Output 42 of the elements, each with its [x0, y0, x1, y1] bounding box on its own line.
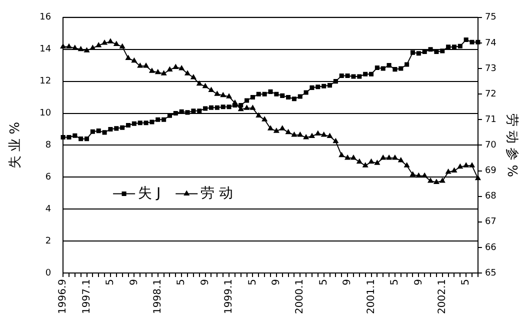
x-tick-label: 1996.9 — [58, 279, 69, 314]
y2-tick-label: 70 — [484, 140, 497, 151]
x-tick-label: 2002.1 — [436, 279, 448, 314]
y-axis-title: 失 业 % — [8, 122, 24, 169]
x-tick-label: 2000.1 — [294, 279, 306, 314]
y2-tick-label: 72 — [484, 89, 496, 100]
x-tick-label: 5 — [176, 279, 188, 286]
y-tick-label: 6 — [45, 172, 52, 182]
x-tick-label: 1997.1 — [81, 279, 92, 314]
x-tick-label: 5 — [247, 279, 258, 286]
x-tick-label: 9 — [200, 279, 211, 286]
y2-tick-label: 65 — [484, 268, 496, 278]
y-tick-label: 16 — [40, 12, 52, 23]
y-tick-label: 4 — [45, 204, 52, 214]
y2-axis-title: 劳 动 参 % — [504, 113, 519, 178]
x-tick-label: 9 — [342, 279, 354, 286]
x-tick-label: 2001.1 — [366, 279, 377, 314]
y2-tick-label: 73 — [484, 64, 496, 74]
legend-label: 劳 动 — [200, 185, 234, 202]
y2-tick-label: 68 — [484, 192, 497, 202]
x-tick-label: 1998.1 — [152, 279, 164, 314]
x-tick-label: 1999.1 — [224, 279, 235, 314]
y2-tick-label: 67 — [484, 217, 496, 228]
x-tick-label: 5 — [390, 279, 401, 286]
x-tick-label: 5 — [105, 279, 116, 286]
y-tick-label: 0 — [45, 268, 52, 278]
y2-tick-label: 69 — [484, 166, 497, 176]
y-tick-label: 8 — [45, 140, 52, 151]
y2-tick-label: 71 — [484, 114, 496, 125]
x-tick-label: 5 — [460, 279, 472, 286]
y-tick-label: 10 — [40, 108, 52, 119]
y2-tick-label: 74 — [484, 38, 497, 48]
y2-tick-label: 75 — [484, 12, 496, 23]
y-tick-label: 14 — [40, 44, 52, 55]
y-tick-label: 12 — [40, 76, 52, 87]
x-tick-label: 5 — [318, 279, 330, 286]
y2-tick-label: 66 — [484, 242, 497, 253]
x-tick-label: 9 — [271, 279, 282, 286]
x-tick-label: 9 — [128, 279, 140, 286]
x-tick-label: 9 — [413, 279, 424, 286]
legend-label: 失 J — [138, 185, 161, 202]
y-tick-label: 2 — [45, 236, 52, 246]
